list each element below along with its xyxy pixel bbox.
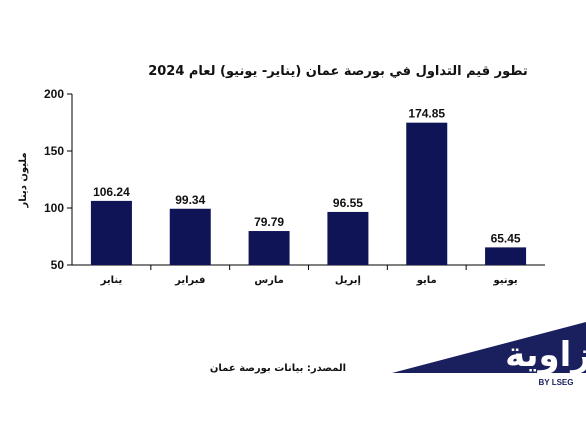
- y-tick-label: 100: [44, 201, 64, 215]
- data-label: 99.34: [175, 193, 205, 207]
- data-label: 96.55: [333, 196, 363, 210]
- bar: [406, 122, 448, 266]
- x-tick-label: إبريل: [335, 275, 361, 286]
- source-note: المصدر: بيانات بورصة عمان: [210, 363, 346, 374]
- y-ticks: 50 100 150 200: [44, 87, 72, 272]
- data-label: 106.24: [93, 185, 130, 199]
- bar: [327, 211, 369, 265]
- data-labels: 106.24 99.34 79.79 96.55 174.85 65.45: [93, 107, 521, 246]
- bars: [90, 122, 527, 266]
- x-tick-label: مايو: [416, 275, 437, 286]
- bar: [485, 247, 527, 265]
- x-ticks: يناير فبراير مارس إبريل مايو يونيو: [100, 265, 518, 286]
- bar: [90, 200, 132, 265]
- brand-banner-shape: [392, 322, 586, 373]
- bar: [248, 231, 290, 265]
- brand-sub: BY LSEG: [539, 378, 574, 387]
- data-label: 79.79: [254, 215, 284, 229]
- brand-name: زاوية: [505, 335, 586, 375]
- brand-logo: زاوية BY LSEG: [392, 322, 586, 387]
- x-tick-label: يناير: [100, 275, 123, 286]
- data-label: 65.45: [491, 231, 521, 245]
- x-tick-label: فبراير: [174, 275, 205, 286]
- data-label: 174.85: [408, 107, 445, 121]
- y-tick-label: 50: [51, 258, 65, 272]
- y-tick-label: 150: [44, 144, 64, 158]
- x-tick-label: مارس: [254, 275, 284, 286]
- chart-title: تطور قيم التداول في بورصة عمان (يناير- ي…: [148, 64, 528, 79]
- bar: [169, 208, 211, 265]
- y-tick-label: 200: [44, 87, 64, 101]
- y-axis-label: مليون دينار: [18, 152, 29, 208]
- x-tick-label: يونيو: [493, 275, 518, 286]
